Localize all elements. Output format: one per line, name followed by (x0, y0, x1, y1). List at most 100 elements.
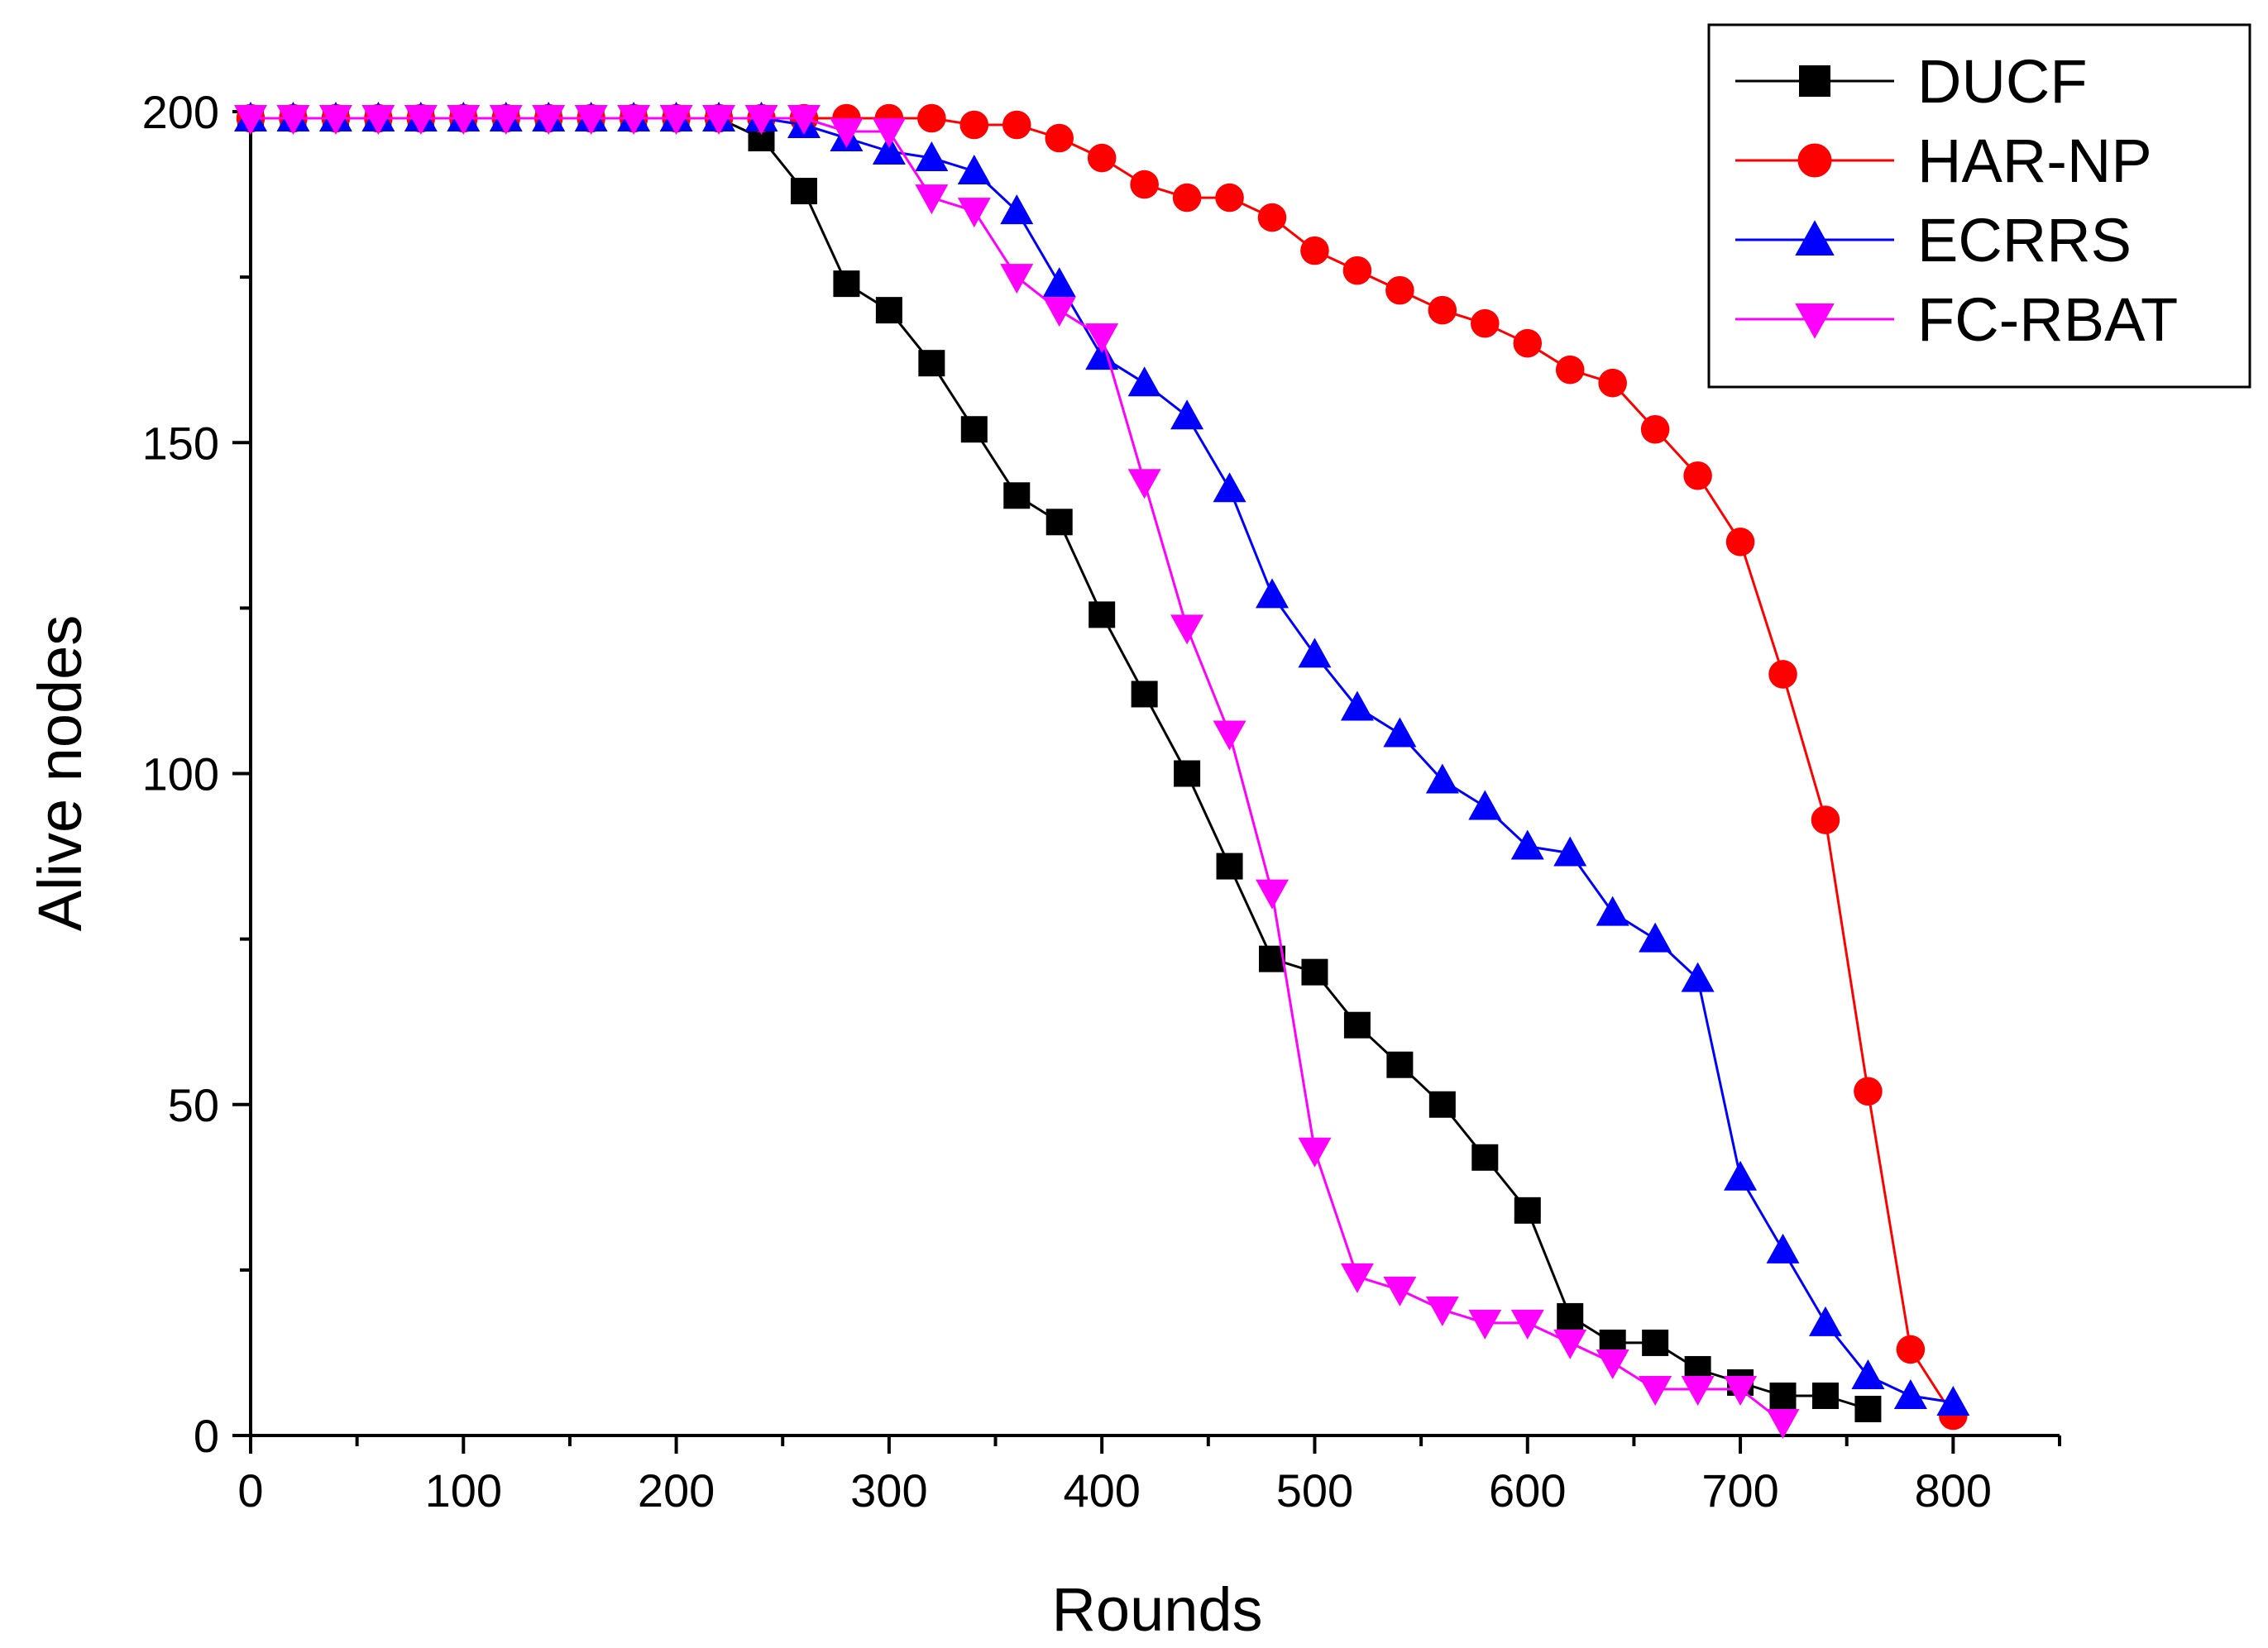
legend-marker-ecrrs (1795, 220, 1835, 256)
series-line-fc-rbat (251, 117, 1784, 1424)
data-point-har-np (959, 110, 989, 140)
data-point-ecrrs (1000, 194, 1034, 225)
data-point-fc-rbat (361, 105, 395, 136)
data-point-fc-rbat (1681, 1375, 1715, 1406)
data-point-fc-rbat (1468, 1309, 1502, 1340)
data-point-fc-rbat (404, 105, 438, 136)
data-point-ecrrs (1298, 638, 1332, 668)
data-point-ducf (1557, 1302, 1584, 1330)
data-point-ecrrs (1425, 763, 1459, 794)
series-fc-rbat (234, 105, 1800, 1439)
data-point-har-np (1513, 328, 1543, 358)
data-point-ducf (1003, 482, 1031, 509)
data-point-fc-rbat (872, 118, 906, 149)
legend-label-fc-rbat: FC-RBAT (1917, 285, 2178, 354)
data-point-ducf (1386, 1051, 1414, 1078)
data-point-ducf (1045, 509, 1073, 536)
data-point-har-np (1342, 256, 1372, 285)
data-point-fc-rbat (1127, 469, 1161, 499)
data-point-ducf (1514, 1197, 1541, 1224)
data-point-fc-rbat (1340, 1263, 1374, 1293)
axis-labels: Rounds Alive nodes (26, 615, 1263, 1644)
x-tick-label: 400 (1063, 1464, 1140, 1517)
data-point-har-np (1300, 236, 1329, 265)
data-point-fc-rbat (1553, 1329, 1587, 1359)
data-point-ducf (833, 270, 860, 298)
data-point-ecrrs (1127, 366, 1161, 397)
x-tick-label: 0 (237, 1464, 263, 1517)
data-point-ducf (875, 297, 902, 324)
data-point-har-np (1002, 110, 1031, 140)
x-axis-title: Rounds (1051, 1575, 1262, 1644)
data-point-har-np (1896, 1335, 1926, 1364)
data-point-fc-rbat (744, 105, 778, 136)
data-point-har-np (1130, 170, 1159, 199)
data-point-ducf (1174, 760, 1201, 787)
data-point-ducf (1642, 1329, 1669, 1356)
data-point-ducf (1301, 958, 1328, 986)
data-point-ducf (918, 350, 945, 377)
data-point-fc-rbat (1213, 720, 1246, 751)
y-tick-label: 0 (194, 1410, 219, 1462)
data-point-ducf (1811, 1382, 1839, 1409)
legend: DUCF HAR-NP ECRRS FC-RBAT (1707, 23, 2251, 389)
y-tick-label: 150 (142, 417, 219, 469)
data-point-fc-rbat (957, 198, 991, 228)
data-point-ducf (1428, 1091, 1456, 1118)
data-point-har-np (1257, 203, 1287, 232)
data-point-fc-rbat (1766, 1408, 1800, 1439)
y-axis-title: Alive nodes (26, 615, 94, 932)
data-point-fc-rbat (532, 105, 566, 136)
data-point-fc-rbat (1256, 879, 1290, 910)
legend-label-ecrrs: ECRRS (1917, 206, 2132, 275)
data-point-har-np (1215, 183, 1244, 213)
data-point-fc-rbat (702, 105, 736, 136)
data-point-ecrrs (1766, 1233, 1800, 1263)
data-point-fc-rbat (1085, 323, 1119, 354)
data-point-har-np (1555, 355, 1585, 385)
data-point-fc-rbat (447, 105, 481, 136)
data-point-ecrrs (1042, 267, 1076, 298)
data-point-ducf (960, 416, 988, 443)
data-point-har-np (1598, 368, 1627, 398)
data-point-ecrrs (1893, 1378, 1927, 1409)
data-point-ecrrs (1553, 836, 1587, 867)
data-point-ducf (1854, 1395, 1882, 1422)
legend-marker-har-np (1797, 143, 1832, 178)
legend-item-ducf: DUCF (1735, 47, 2088, 116)
data-point-fc-rbat (1000, 264, 1034, 294)
data-point-ecrrs (1170, 399, 1204, 430)
data-point-fc-rbat (318, 105, 352, 136)
plot-area (234, 102, 1970, 1439)
data-point-fc-rbat (1298, 1137, 1332, 1168)
data-point-ecrrs (872, 135, 906, 165)
legend-item-ecrrs: ECRRS (1735, 206, 2132, 275)
data-point-ducf (1089, 601, 1116, 628)
data-point-fc-rbat (617, 105, 651, 136)
data-point-fc-rbat (1596, 1349, 1629, 1379)
data-point-har-np (1854, 1077, 1883, 1106)
data-point-ecrrs (1340, 690, 1374, 721)
data-point-ducf (1131, 681, 1158, 708)
data-point-fc-rbat (1510, 1309, 1544, 1340)
data-point-har-np (1471, 308, 1500, 338)
data-point-har-np (917, 103, 946, 133)
data-point-ecrrs (1256, 578, 1290, 609)
data-point-ecrrs (1639, 922, 1672, 953)
legend-marker-fc-rbat (1795, 303, 1835, 339)
data-point-ecrrs (1724, 1160, 1758, 1191)
legend-marker-ducf (1799, 65, 1830, 97)
x-tick-label: 700 (1701, 1464, 1778, 1517)
data-point-har-np (1683, 461, 1712, 490)
series-line-ecrrs (251, 117, 1954, 1404)
x-tick-label: 800 (1915, 1464, 1992, 1517)
data-point-fc-rbat (1724, 1375, 1758, 1406)
data-point-fc-rbat (1170, 614, 1204, 645)
data-point-har-np (1640, 414, 1670, 444)
legend-item-fc-rbat: FC-RBAT (1735, 285, 2178, 354)
data-point-ducf (790, 178, 817, 205)
data-point-har-np (1811, 805, 1840, 834)
x-tick-label: 100 (425, 1464, 502, 1517)
data-point-fc-rbat (276, 105, 310, 136)
x-tick-label: 500 (1276, 1464, 1353, 1517)
